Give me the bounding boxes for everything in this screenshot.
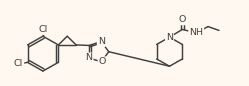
Text: O: O [179,15,186,24]
Text: Cl: Cl [14,59,23,68]
Text: N: N [86,53,93,62]
Text: O: O [99,57,106,66]
Text: N: N [166,33,173,42]
Text: Cl: Cl [38,25,48,34]
Text: NH: NH [189,28,203,37]
Text: N: N [98,37,105,46]
